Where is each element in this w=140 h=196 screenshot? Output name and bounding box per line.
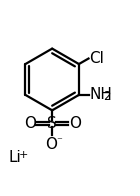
Text: S: S bbox=[47, 116, 57, 131]
Text: O: O bbox=[24, 116, 36, 131]
Text: NH: NH bbox=[90, 87, 112, 102]
Text: O: O bbox=[46, 137, 58, 152]
Text: ⁻: ⁻ bbox=[56, 136, 62, 146]
Text: +: + bbox=[19, 150, 29, 160]
Text: Cl: Cl bbox=[89, 51, 104, 66]
Text: Li: Li bbox=[9, 150, 22, 164]
Text: 2: 2 bbox=[103, 90, 111, 103]
Text: O: O bbox=[69, 116, 81, 131]
